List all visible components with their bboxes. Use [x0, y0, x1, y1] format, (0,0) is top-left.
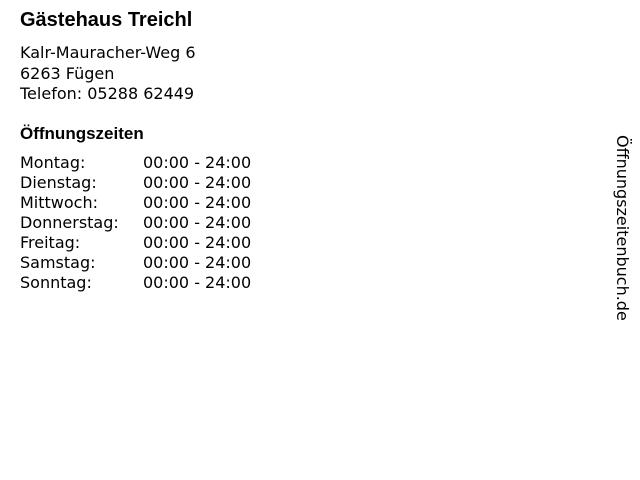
phone: Telefon: 05288 62449	[20, 84, 195, 103]
time: 00:00 - 24:00	[143, 273, 252, 292]
hours-table: Montag: 00:00 - 24:00 Dienstag: 00:00 - 24…	[20, 153, 251, 293]
business-name: Gästehaus Treichl	[20, 9, 193, 31]
day: Sonntag:	[20, 273, 92, 292]
address-block: Kalr-Mauracher-Weg 6 6263 Fügen Telefon:…	[20, 43, 196, 105]
street: Kalr-Mauracher-Weg 6	[20, 43, 196, 62]
day: Montag:	[20, 153, 86, 172]
hours-heading: Öffnungszeiten	[20, 124, 144, 143]
time: 00:00 - 24:00	[143, 193, 252, 212]
time: 00:00 - 24:00	[143, 253, 252, 272]
day: Mittwoch:	[20, 193, 98, 212]
city: 6263 Fügen	[20, 63, 115, 83]
hours-row: Sonntag: 00:00 - 24:00	[20, 273, 251, 293]
time: 00:00 - 24:00	[143, 213, 252, 232]
day: Freitag:	[20, 233, 81, 252]
watermark: Öffnungszeitenbuch.de	[613, 135, 632, 321]
time: 00:00 - 24:00	[143, 233, 252, 252]
hours-row: Freitag: 00:00 - 24:00	[20, 233, 251, 253]
day: Samstag:	[20, 253, 96, 272]
hours-row: Dienstag: 00:00 - 24:00	[20, 173, 251, 193]
time: 00:00 - 24:00	[143, 173, 252, 192]
hours-row: Mittwoch: 00:00 - 24:00	[20, 193, 251, 213]
day: Dienstag:	[20, 173, 97, 192]
hours-row: Donnerstag: 00:00 - 24:00	[20, 213, 251, 233]
hours-row: Samstag: 00:00 - 24:00	[20, 253, 251, 273]
time: 00:00 - 24:00	[143, 153, 252, 172]
day: Donnerstag:	[20, 213, 119, 232]
hours-row: Montag: 00:00 - 24:00	[20, 153, 251, 173]
